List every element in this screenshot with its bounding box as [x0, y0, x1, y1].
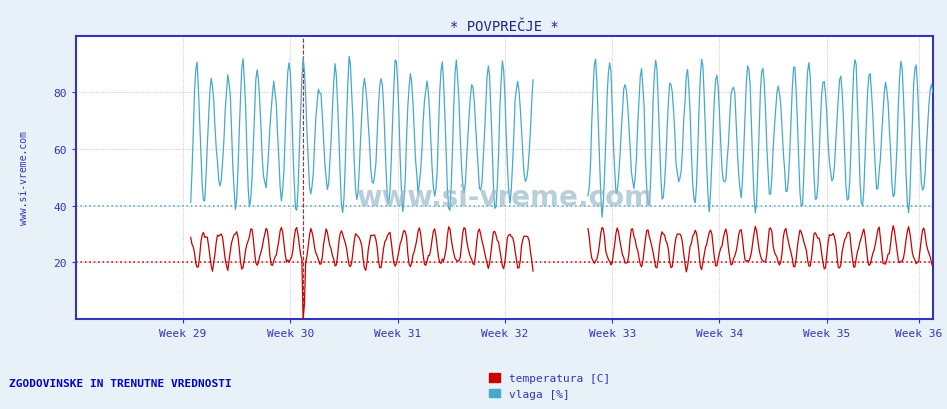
- Title: * POVPREČJE *: * POVPREČJE *: [450, 20, 559, 34]
- Text: www.si-vreme.com: www.si-vreme.com: [356, 184, 652, 211]
- Text: ZGODOVINSKE IN TRENUTNE VREDNOSTI: ZGODOVINSKE IN TRENUTNE VREDNOSTI: [9, 378, 232, 389]
- Text: www.si-vreme.com: www.si-vreme.com: [19, 131, 29, 225]
- Legend: temperatura [C], vlaga [%]: temperatura [C], vlaga [%]: [484, 369, 615, 403]
